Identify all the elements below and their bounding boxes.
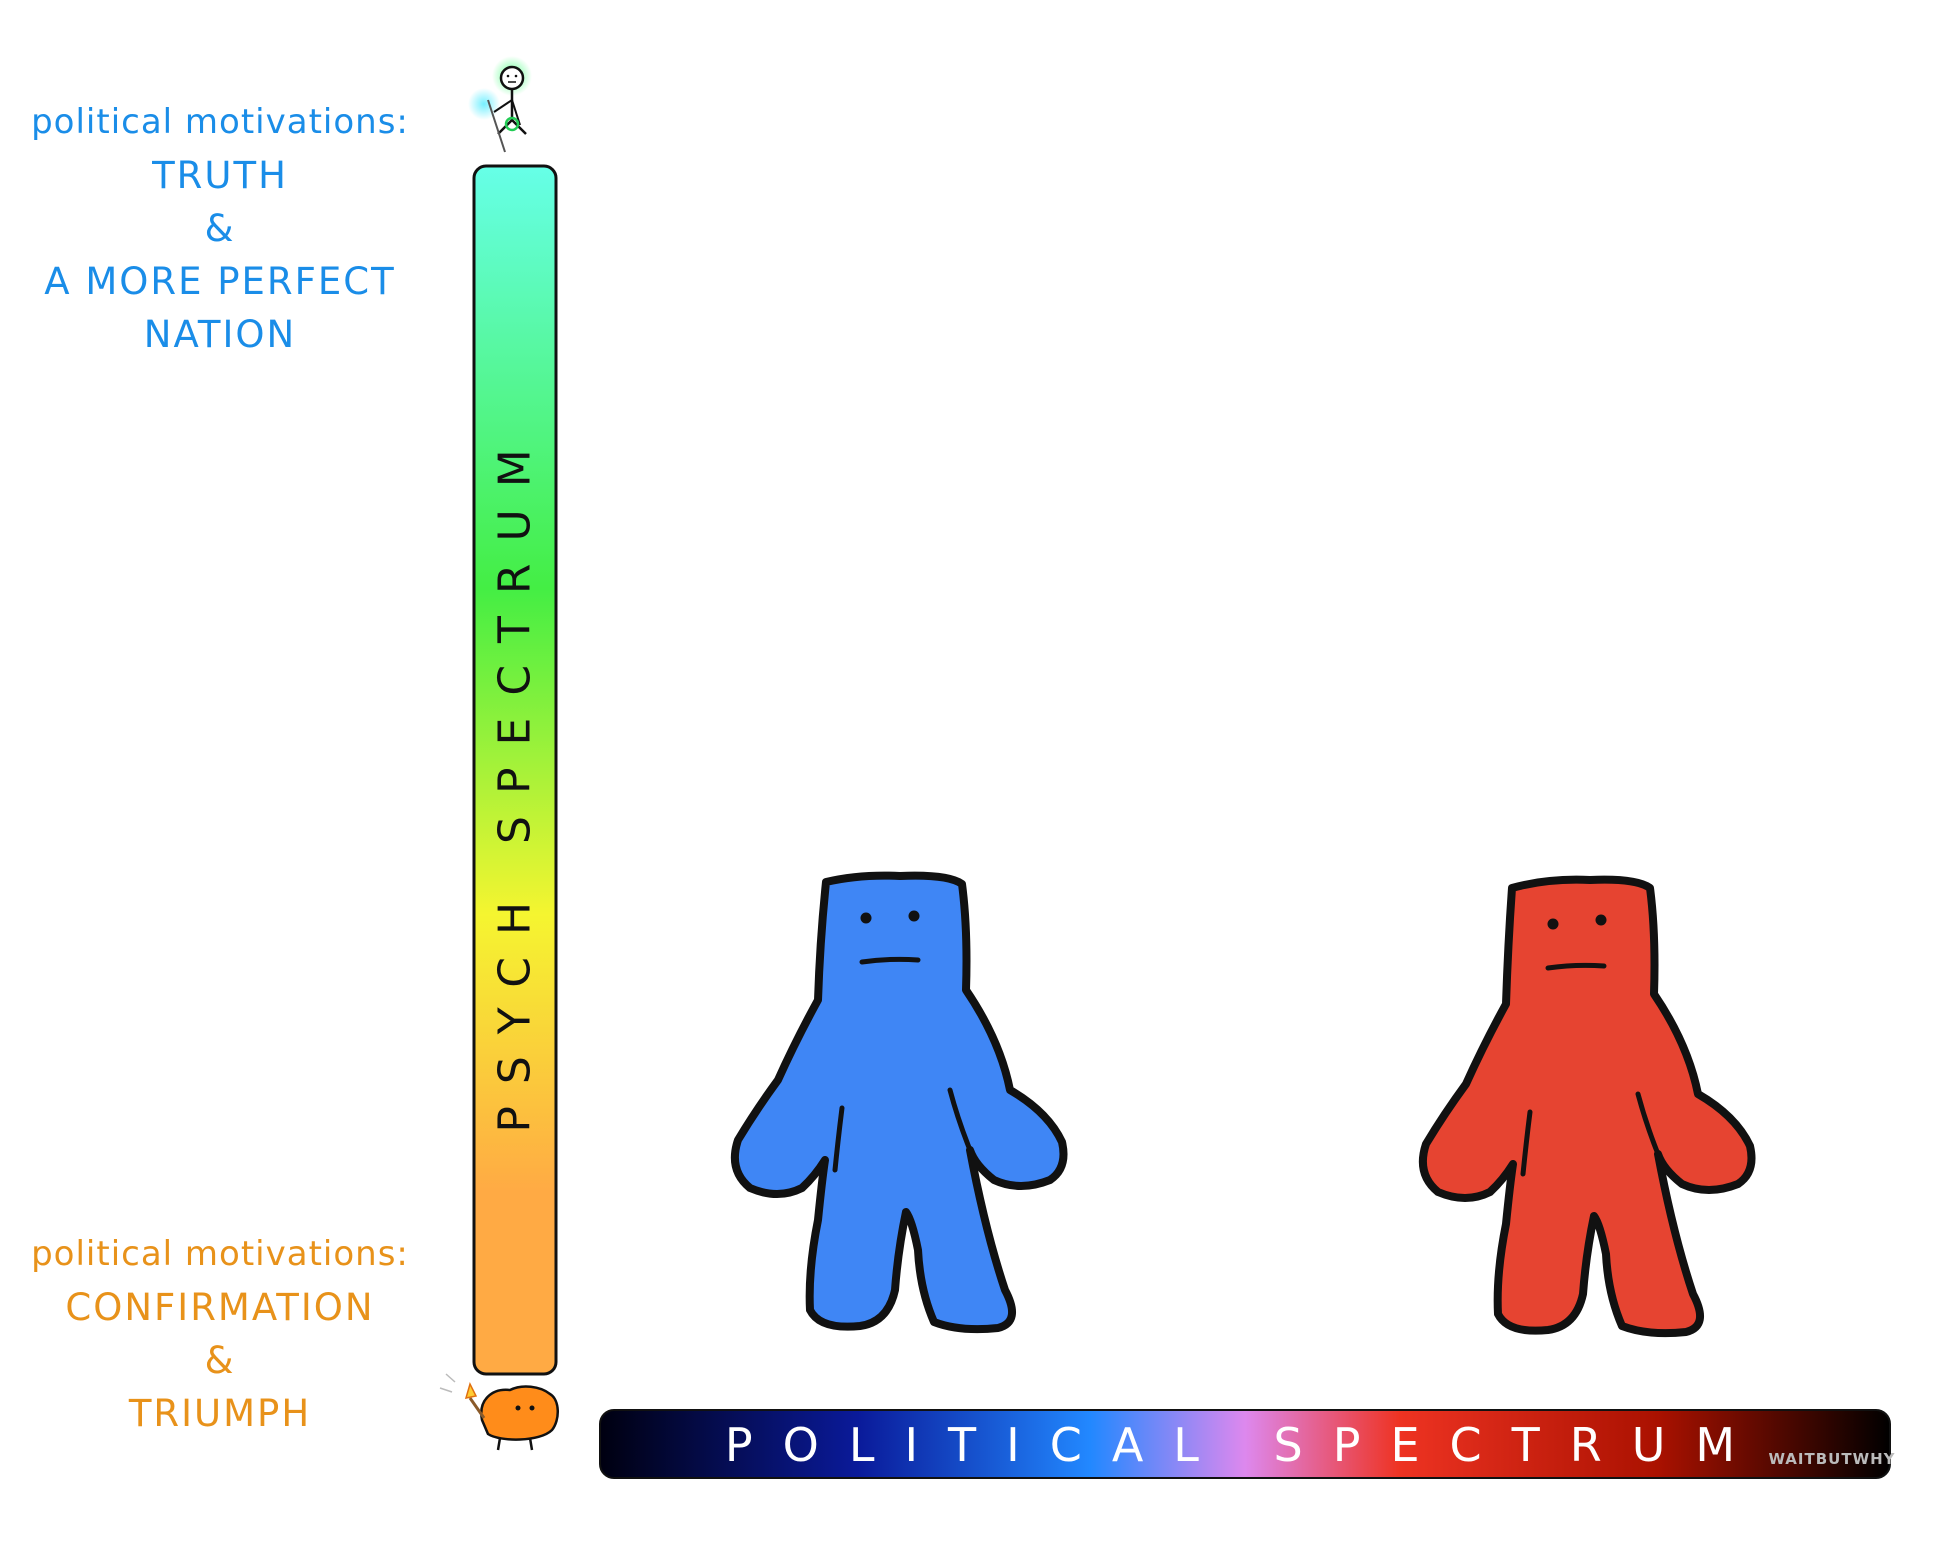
- psych-spectrum-label: PSYCH SPECTRUM: [490, 427, 541, 1132]
- psych-spectrum-bar: PSYCH SPECTRUM: [472, 164, 558, 1376]
- bottom-motivation-line-2: &: [204, 1339, 236, 1382]
- political-spectrum-bar: POLITICAL SPECTRUM WAITBUTWHY: [599, 1409, 1895, 1479]
- bottom-motivation-label: political motivations: CONFIRMATION & TR…: [0, 1228, 440, 1440]
- primitive-creature-icon: [439, 1373, 559, 1451]
- bottom-motivation-line-3: TRIUMPH: [128, 1392, 312, 1435]
- bottom-motivation-line-1: CONFIRMATION: [65, 1286, 375, 1329]
- bottom-motivation-lead: political motivations:: [31, 1234, 409, 1274]
- blue-figure: [731, 871, 1068, 1334]
- top-motivation-line-2: &: [204, 207, 236, 250]
- red-figure: [1419, 875, 1756, 1338]
- credit-watermark: WAITBUTWHY: [1768, 1450, 1895, 1468]
- top-motivation-label: political motivations: TRUTH & A MORE PE…: [0, 96, 440, 361]
- top-motivation-line-1: TRUTH: [152, 154, 288, 197]
- top-motivation-line-3: A MORE PERFECT: [44, 260, 396, 303]
- political-spectrum-label: POLITICAL SPECTRUM: [725, 1418, 1765, 1472]
- top-motivation-line-4: NATION: [143, 313, 297, 356]
- top-motivation-lead: political motivations:: [31, 102, 409, 142]
- stick-figure-icon: [468, 56, 532, 153]
